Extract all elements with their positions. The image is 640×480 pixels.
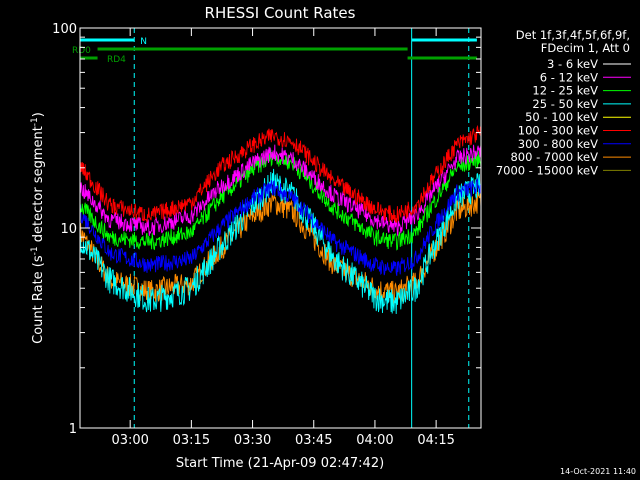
y-axis-label-part2: detector segment — [31, 126, 46, 246]
series-line — [79, 144, 482, 237]
x-tick-label: 04:00 — [356, 433, 393, 448]
y-axis-label-sup1: -1 — [30, 246, 40, 255]
legend-header: FDecim 1, Att 0 — [541, 41, 630, 55]
legend-label: 100 - 300 keV — [518, 124, 598, 138]
x-tick-label: 03:15 — [173, 433, 210, 448]
y-axis-label-part1: Count Rate (s — [31, 255, 46, 344]
x-axis-label: Start Time (21-Apr-09 02:47:42) — [176, 456, 384, 471]
y-tick-label: 100 — [52, 22, 77, 37]
legend-label: 3 - 6 keV — [547, 57, 598, 71]
chart-title: RHESSI Count Rates — [205, 4, 356, 22]
legend-label: 800 - 7000 keV — [510, 150, 598, 164]
x-tick-label: 03:00 — [111, 433, 148, 448]
series-line — [79, 124, 482, 223]
y-axis-label: Count Rate (s-1 detector segment-1) — [30, 112, 46, 344]
series-line — [79, 149, 482, 251]
footer-timestamp: 14-Oct-2021 11:40 — [560, 467, 636, 476]
y-axis-label-sup2: -1 — [30, 117, 40, 126]
legend-label: 25 - 50 keV — [532, 97, 598, 111]
attenuator-label: RD4 — [107, 55, 126, 65]
legend-label: 7000 - 15000 keV — [496, 163, 598, 177]
y-axis: 1 10 100 — [52, 22, 481, 437]
legend-label: 50 - 100 keV — [525, 110, 598, 124]
x-tick-label: 04:15 — [417, 433, 454, 448]
legend-label: 6 - 12 keV — [540, 70, 598, 84]
y-axis-label-part3: ) — [31, 112, 46, 117]
legend-header: Det 1f,3f,4f,5f,6f,9f, — [516, 28, 630, 42]
legend-label: 300 - 800 keV — [518, 137, 598, 151]
x-tick-label: 03:30 — [234, 433, 271, 448]
y-tick-label: 1 — [69, 422, 77, 437]
legend: Det 1f,3f,4f,5f,6f,9f,FDecim 1, Att 0 3 -… — [496, 28, 631, 177]
x-tick-label: 03:45 — [295, 433, 332, 448]
plot-area: N RD0 RD4 — [72, 28, 482, 428]
x-axis: 03:00 03:15 03:30 03:45 04:00 04:15 — [111, 28, 455, 448]
series-line — [79, 178, 482, 276]
attenuator-label: RD0 — [72, 46, 91, 56]
series-line — [79, 168, 482, 315]
attenuator-label: N — [140, 37, 147, 47]
legend-label: 12 - 25 keV — [532, 84, 598, 98]
y-tick-label: 10 — [60, 222, 77, 237]
